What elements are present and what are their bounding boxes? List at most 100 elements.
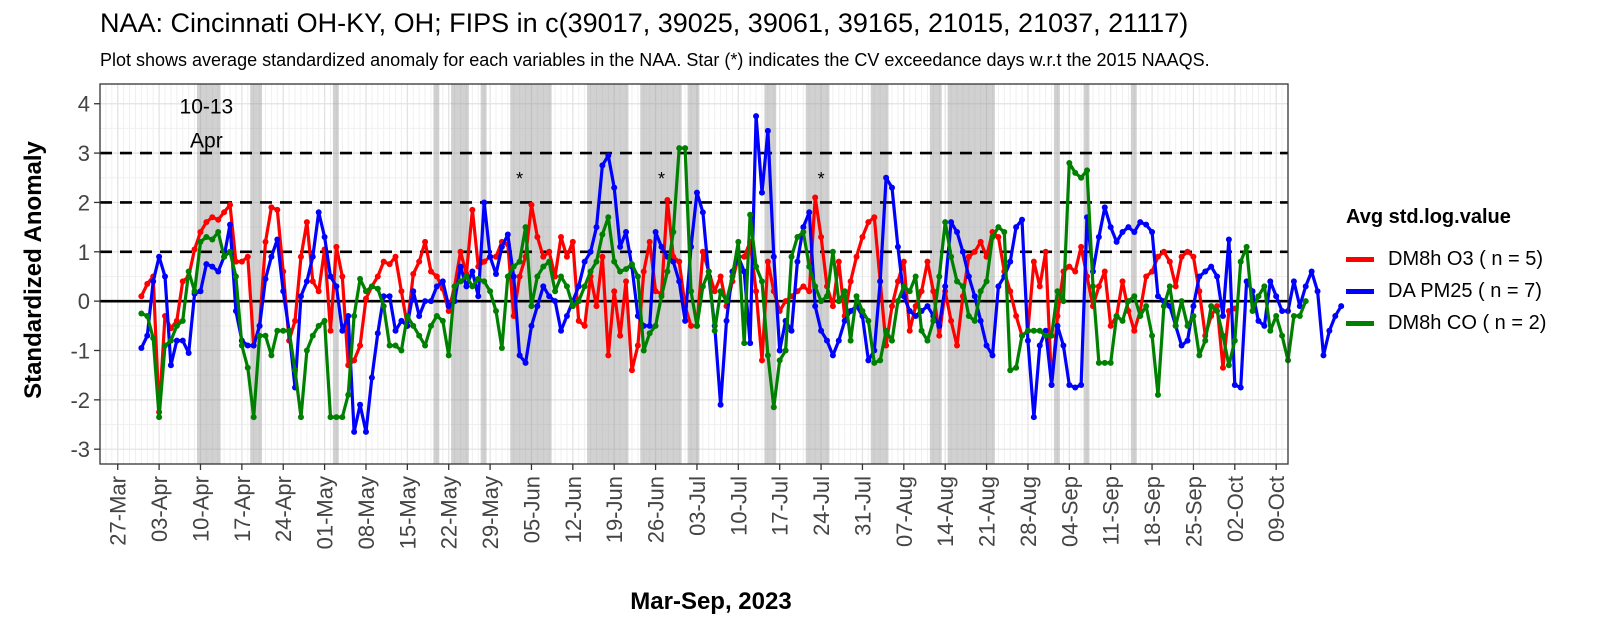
data-point — [823, 337, 830, 344]
data-point — [215, 229, 222, 236]
data-point — [699, 248, 706, 255]
x-tick-label: 22-May — [437, 476, 462, 549]
x-tick-label: 17-Apr — [230, 476, 255, 542]
data-point — [1178, 253, 1185, 260]
data-point — [546, 258, 553, 265]
data-point — [493, 271, 499, 277]
data-point — [693, 322, 700, 329]
data-point — [593, 303, 600, 310]
data-point — [1024, 337, 1031, 344]
data-point — [983, 342, 990, 349]
data-point — [1131, 293, 1138, 300]
data-point — [1054, 288, 1061, 295]
data-point — [552, 298, 559, 305]
data-point — [1231, 337, 1238, 344]
y-tick-label: 4 — [78, 92, 90, 117]
data-point — [179, 278, 186, 285]
data-point — [581, 258, 588, 265]
data-point — [487, 288, 494, 295]
data-point — [297, 414, 304, 421]
data-point — [203, 219, 210, 226]
annotation-month: Apr — [190, 130, 223, 153]
data-point — [422, 298, 429, 305]
shaded-period — [640, 84, 682, 464]
data-point — [705, 268, 712, 275]
data-point — [1267, 278, 1274, 285]
data-point — [481, 199, 488, 206]
data-point — [883, 174, 890, 181]
data-point — [268, 352, 275, 359]
data-point — [1030, 258, 1037, 265]
data-point — [859, 233, 866, 240]
data-point — [977, 288, 984, 295]
x-tick-label: 03-Apr — [147, 476, 172, 542]
data-point — [930, 288, 937, 295]
data-point — [812, 283, 819, 290]
x-tick-label: 27-Mar — [106, 476, 131, 546]
x-tick-label: 26-Jun — [644, 476, 669, 543]
data-point — [357, 342, 364, 349]
data-point — [954, 342, 961, 349]
data-point — [504, 231, 511, 238]
legend-item-pm25: DA PM25 ( n = 7) — [1346, 275, 1546, 307]
data-point — [309, 332, 316, 339]
data-point — [628, 367, 635, 374]
data-point — [942, 219, 949, 226]
data-point — [652, 288, 659, 295]
x-tick-label: 28-Aug — [1016, 476, 1041, 547]
data-point — [1072, 169, 1079, 176]
data-point — [1296, 303, 1303, 310]
data-point — [138, 345, 145, 352]
data-point — [1214, 273, 1221, 280]
data-point — [640, 268, 647, 275]
data-point — [794, 258, 801, 265]
data-point — [634, 342, 641, 349]
data-point — [605, 152, 612, 159]
data-point — [918, 288, 925, 295]
data-point — [1007, 258, 1014, 265]
y-tick-label: 0 — [78, 289, 90, 314]
data-point — [900, 283, 907, 290]
x-tick-label: 14-Aug — [933, 476, 958, 547]
data-point — [800, 229, 807, 236]
data-point — [156, 414, 163, 421]
data-point — [977, 317, 984, 324]
data-point — [699, 283, 706, 290]
x-tick-label: 02-Oct — [1223, 476, 1248, 542]
data-point — [859, 308, 866, 315]
x-tick-label: 19-Jun — [602, 476, 627, 543]
data-point — [156, 253, 163, 260]
data-point — [1078, 382, 1085, 389]
data-point — [646, 238, 653, 245]
data-point — [995, 233, 1002, 240]
data-point — [368, 374, 375, 381]
data-point — [753, 288, 760, 295]
data-point — [735, 238, 742, 245]
shaded-period — [480, 84, 487, 464]
data-point — [1273, 312, 1280, 319]
data-point — [818, 327, 825, 334]
data-point — [173, 337, 180, 344]
data-point — [924, 258, 931, 265]
data-point — [818, 233, 825, 240]
data-point — [1048, 382, 1055, 389]
shaded-period — [805, 84, 830, 464]
y-tick-label: -2 — [70, 388, 90, 413]
data-point — [227, 221, 234, 228]
data-point — [1231, 382, 1238, 389]
data-point — [569, 303, 576, 310]
data-point — [493, 253, 499, 260]
shaded-period — [1130, 84, 1137, 464]
data-point — [1338, 303, 1345, 310]
data-point — [948, 219, 955, 226]
data-point — [723, 317, 730, 324]
data-point — [1019, 332, 1026, 339]
data-point — [522, 359, 529, 366]
data-point — [1149, 268, 1156, 275]
data-point — [422, 238, 429, 245]
data-point — [558, 273, 565, 280]
data-point — [315, 322, 322, 329]
data-point — [936, 332, 943, 339]
data-point — [930, 317, 937, 324]
data-point — [1208, 263, 1215, 270]
